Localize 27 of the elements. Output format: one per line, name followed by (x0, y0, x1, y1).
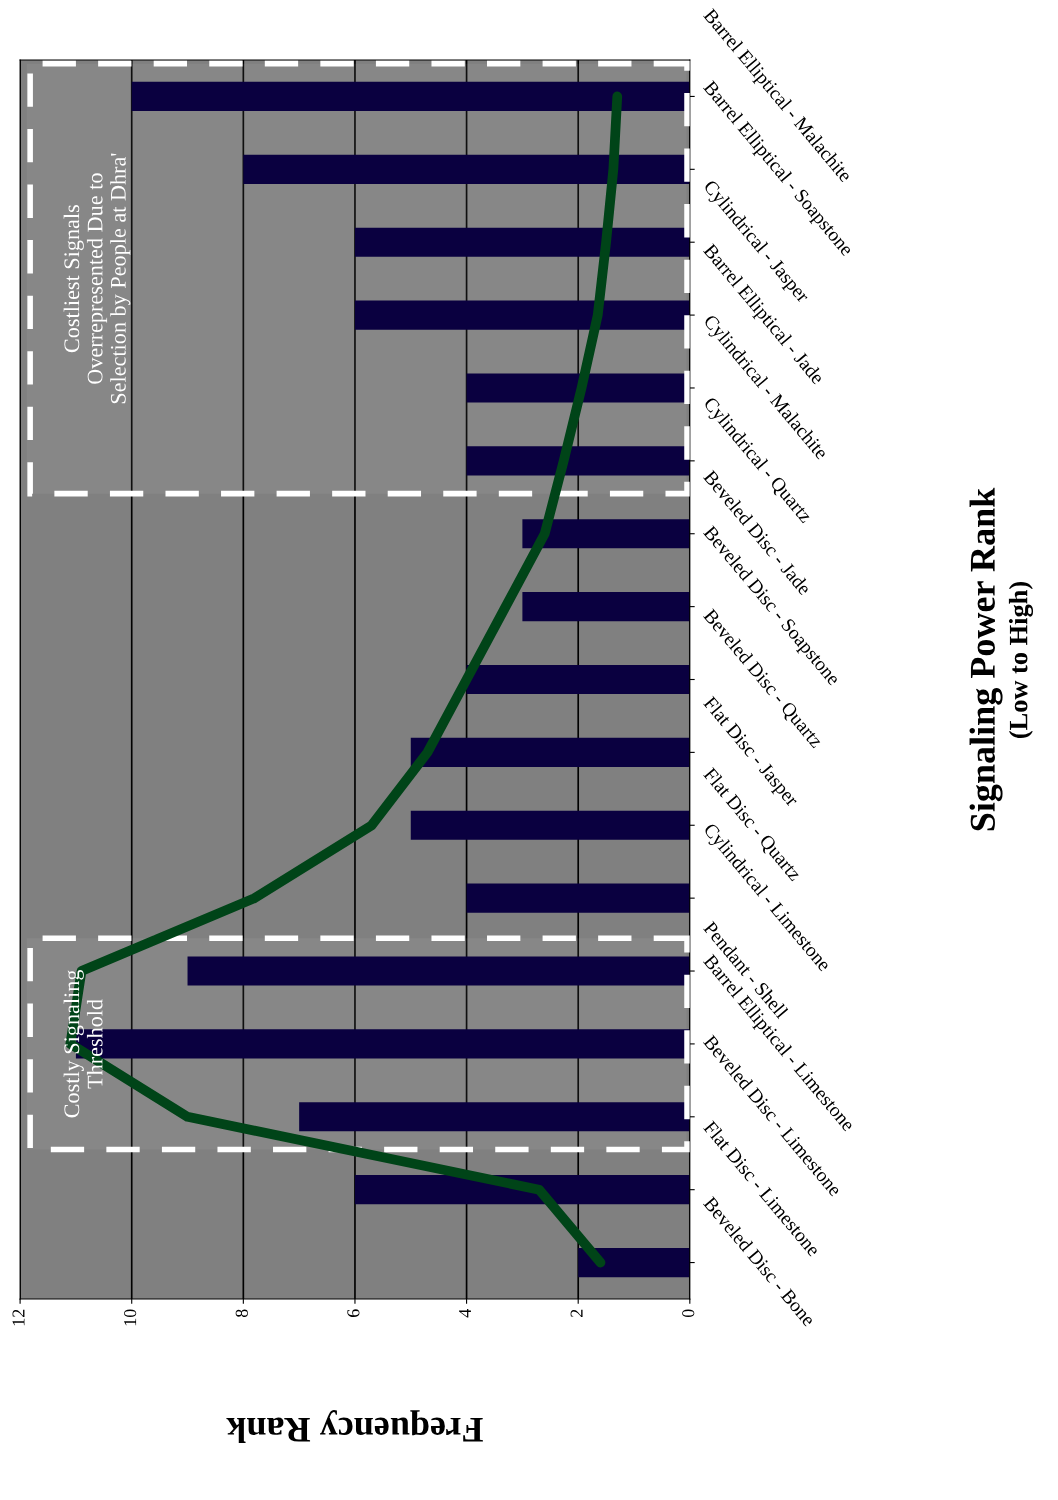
bar (354, 300, 690, 330)
band-label: Costly Signaling Threshold (63, 969, 103, 1118)
x-tick-label: 2 (570, 1309, 583, 1317)
bar (131, 81, 690, 112)
bar (578, 1247, 690, 1278)
bar (243, 154, 690, 184)
x-axis-title: Frequency Rank (226, 1410, 483, 1443)
x-tick-label: 8 (235, 1309, 248, 1318)
y-axis-title: Signaling Power Rank (969, 487, 1003, 831)
text: (Low to High) (1008, 581, 1034, 739)
bar (410, 737, 690, 767)
bar (354, 227, 690, 257)
x-tick-label: 6 (347, 1309, 360, 1317)
bar (187, 956, 690, 986)
bar (466, 883, 690, 913)
bar (522, 519, 690, 549)
bar (299, 1102, 690, 1132)
bar (354, 1175, 690, 1205)
band-label: Costliest Signals Overrepresented Due to Selection by People at Dhra' (63, 153, 131, 404)
bar (466, 446, 690, 476)
x-tick-label: 0 (682, 1309, 695, 1318)
x-tick-label: 10 (124, 1309, 137, 1326)
bar (522, 592, 690, 622)
bar (466, 664, 690, 695)
x-tick-label: 4 (459, 1309, 471, 1318)
bar (410, 810, 690, 840)
x-tick-label: 12 (12, 1309, 25, 1326)
